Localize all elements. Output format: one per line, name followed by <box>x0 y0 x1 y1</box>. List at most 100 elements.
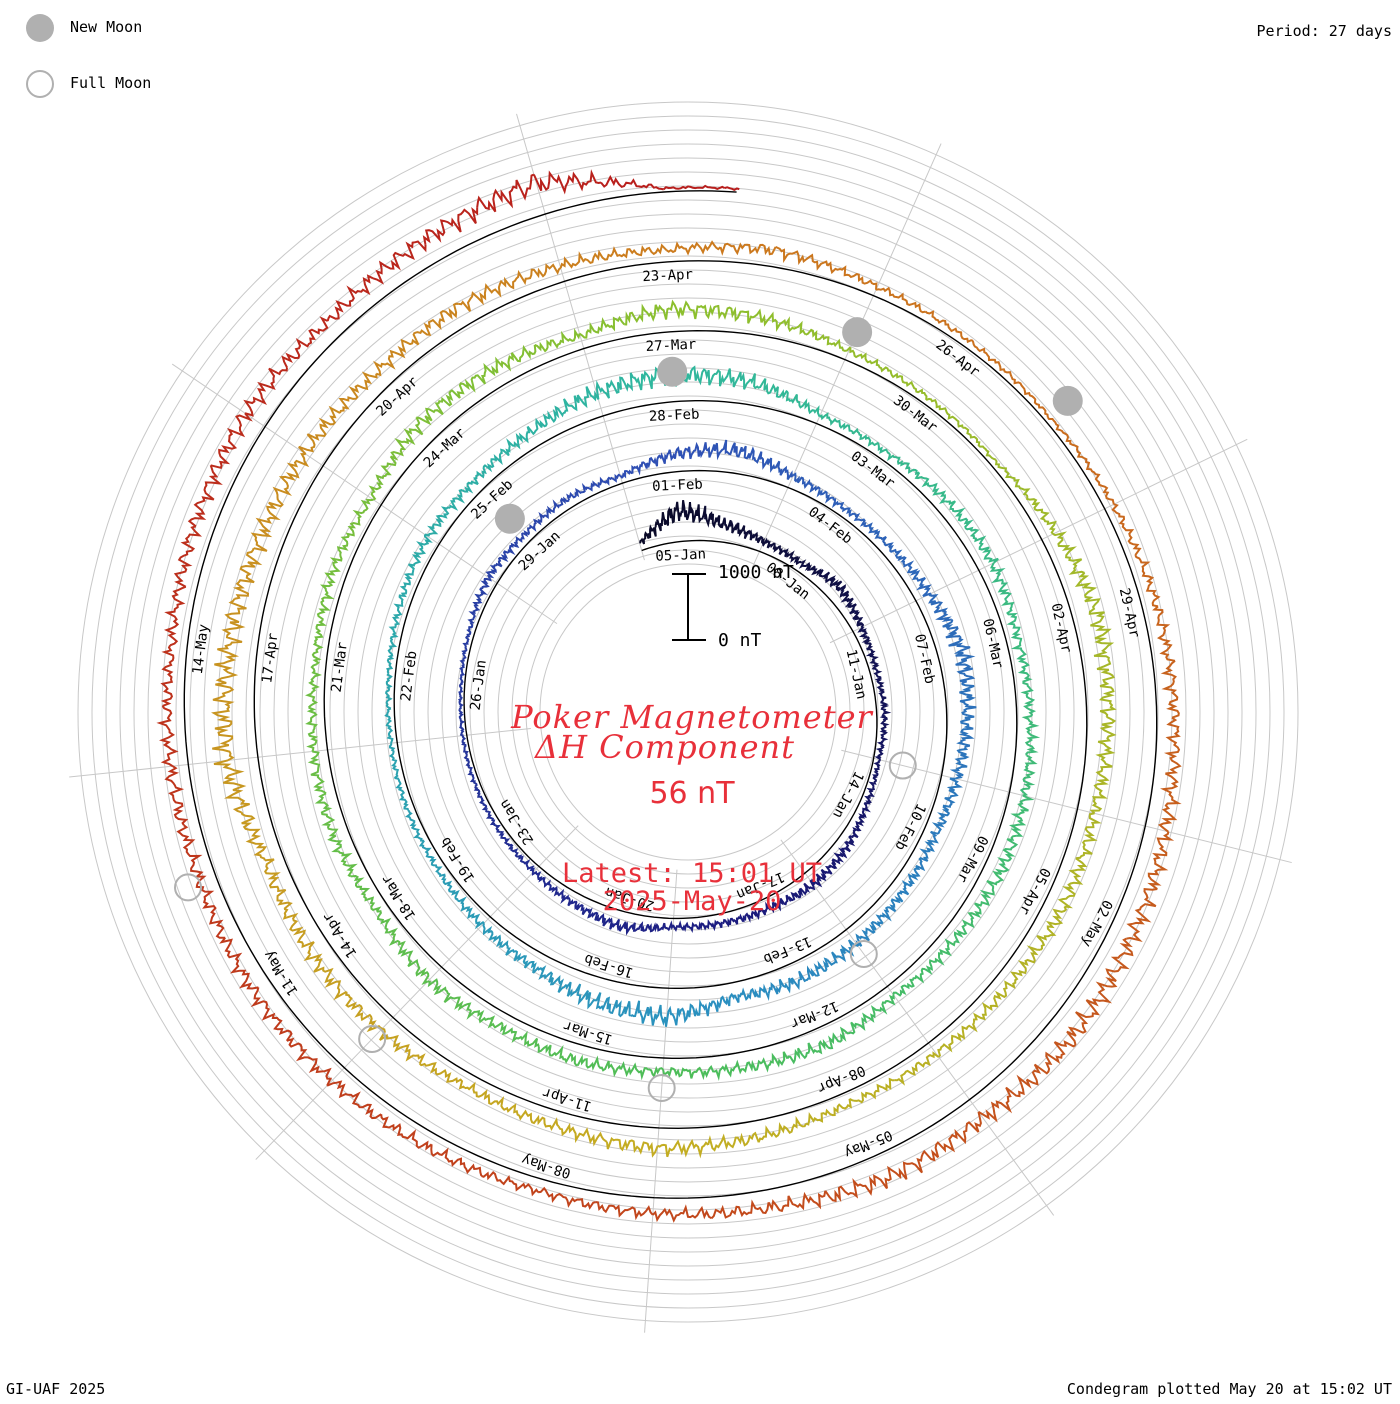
trace-segment <box>878 690 892 715</box>
new-moon-marker <box>842 317 873 348</box>
trace-segment <box>345 991 383 1033</box>
trace-segment <box>764 457 794 480</box>
trace-segment <box>458 709 466 737</box>
trace-segment <box>954 908 982 944</box>
day-spokes <box>69 113 1292 1333</box>
trace-segment <box>809 865 833 888</box>
trace-segment <box>889 370 928 401</box>
trace-segment <box>1075 812 1102 860</box>
trace-segment <box>761 537 784 556</box>
trace-segment <box>594 913 622 932</box>
new-moon-marker <box>494 503 525 534</box>
trace-segment <box>745 1051 789 1073</box>
trace-segment <box>792 472 821 494</box>
trace-segment <box>710 1199 770 1219</box>
trace-segment <box>852 427 888 454</box>
trace-segment <box>1152 605 1176 662</box>
trace-segment <box>969 528 999 564</box>
date-tick-label: 30-Mar <box>890 393 940 436</box>
full-moon-marker <box>358 1025 387 1054</box>
trace-segment <box>743 529 765 545</box>
trace-segment <box>272 453 310 501</box>
trace-segment <box>733 983 770 1003</box>
date-tick-label: 13-Feb <box>761 933 814 967</box>
grid-ring <box>301 325 1075 1099</box>
grid-ring <box>469 493 907 931</box>
trace-segment <box>473 453 503 485</box>
trace-segment <box>311 619 327 665</box>
grid-ring <box>133 157 1243 1267</box>
trace-segment <box>473 786 489 812</box>
credit-label: GI-UAF 2025 <box>6 1380 106 1398</box>
date-tick-label: 14-May <box>190 623 212 675</box>
trace-segment <box>619 461 649 479</box>
trace-segment <box>1095 937 1134 992</box>
trace-segment <box>945 500 974 532</box>
grid-ring <box>119 143 1257 1281</box>
trace-segment <box>484 809 501 833</box>
chart-title-line1: Poker Magnetometer <box>511 698 873 736</box>
trace-segment <box>775 245 829 271</box>
trace-segment <box>971 339 1013 378</box>
trace-segment <box>1163 716 1182 775</box>
date-tick-label: 11-Jan <box>843 648 870 701</box>
trace-segment <box>416 389 461 426</box>
trace-segment <box>1066 989 1113 1046</box>
trace-segment <box>962 426 997 461</box>
trace-segment <box>1090 618 1115 670</box>
trace-segment <box>639 521 658 545</box>
trace-segment <box>499 426 531 457</box>
trace-segment <box>398 569 415 605</box>
current-value: 56 nT <box>649 776 735 811</box>
date-tick-label: 28-Feb <box>649 407 700 425</box>
trace-segment <box>559 249 614 269</box>
trace-segment <box>798 957 830 983</box>
trace-segment <box>482 923 509 949</box>
trace-segment <box>701 505 726 529</box>
trace-segment <box>350 874 382 913</box>
trace-segment <box>914 472 947 505</box>
trace-segment <box>456 362 499 399</box>
baseline-spiral <box>183 190 1158 1199</box>
trace-segment <box>924 310 973 344</box>
trace-segment <box>465 760 478 788</box>
legend-full-moon-label: Full Moon <box>70 74 152 92</box>
trace-segment <box>816 489 845 510</box>
trace-segment <box>514 851 535 873</box>
trace-segment <box>894 1051 940 1086</box>
trace-segment <box>665 999 703 1027</box>
trace-segment <box>376 910 406 947</box>
trace-segment <box>305 706 319 752</box>
trace-segment <box>449 480 479 511</box>
trace-segment <box>164 765 189 826</box>
trace-segment <box>618 921 649 936</box>
trace-segment <box>663 184 726 191</box>
trace-segment <box>368 455 397 501</box>
trace-segment <box>1096 668 1117 718</box>
trace-segment <box>1009 794 1035 837</box>
trace-segment <box>767 1190 827 1213</box>
trace-segment <box>646 449 677 469</box>
trace-segment <box>195 884 226 939</box>
trace-segment <box>874 736 889 761</box>
trace-segment <box>388 603 404 639</box>
trace-segment <box>264 858 293 910</box>
date-tick-label: 12-Mar <box>788 997 841 1031</box>
date-tick-label: 05-May <box>842 1126 895 1160</box>
trace-segment <box>476 173 535 213</box>
full-moon-marker <box>174 873 203 902</box>
trace-segment <box>1158 772 1182 833</box>
trace-segment <box>611 243 668 259</box>
trace-segment <box>532 169 602 195</box>
date-tick-label: 26-Jan <box>468 659 490 711</box>
trace-segment <box>600 174 664 191</box>
trace-segment <box>724 186 740 192</box>
trace-segment <box>865 648 880 671</box>
day-spoke <box>516 113 645 561</box>
trace-segment <box>1036 906 1068 951</box>
trace-segment <box>930 809 951 841</box>
trace-segment <box>1160 660 1180 719</box>
trace-segment <box>316 575 336 621</box>
trace-segment <box>380 1114 433 1151</box>
